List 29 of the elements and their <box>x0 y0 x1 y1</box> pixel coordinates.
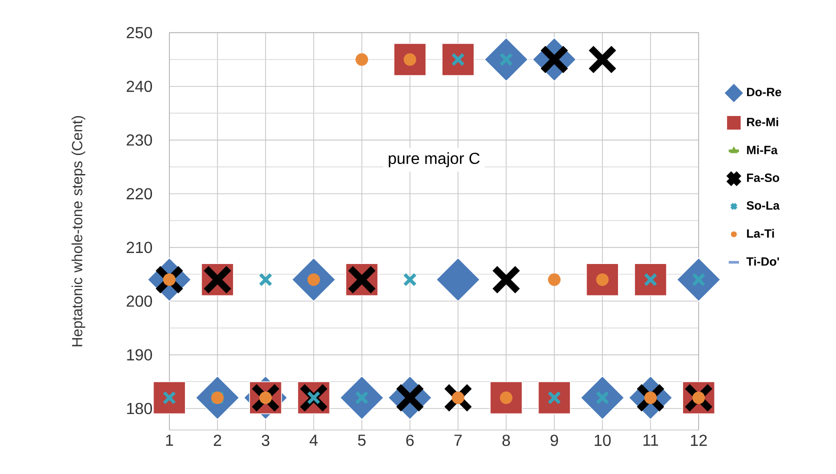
legend-label: Do-Re <box>747 88 782 96</box>
text: pure major C <box>388 152 480 168</box>
x-tick-label: 9 <box>550 434 558 446</box>
legend-label: So-La <box>746 201 780 210</box>
x-tick-label: 3 <box>262 434 270 446</box>
legend-label: Mi-Fa <box>747 145 778 154</box>
y-tick-label: 190 <box>127 349 152 360</box>
x-tick-label: 11 <box>643 434 658 446</box>
y-tick-label: 180 <box>127 402 152 414</box>
x-tick-label: 2 <box>214 434 222 446</box>
x-tick-label: 5 <box>358 434 366 446</box>
x-tick-label: 6 <box>406 434 414 446</box>
y-tick-label: 240 <box>126 80 152 92</box>
x-tick-label: 7 <box>454 434 462 446</box>
x-tick-label: 8 <box>502 434 510 446</box>
x-tick-label: 12 <box>690 434 707 446</box>
y-tick-label: 230 <box>126 134 152 146</box>
legend-label: Fa-So <box>747 174 780 182</box>
x-tick-label: 10 <box>594 434 611 446</box>
legend-label: Re-Mi <box>747 117 778 126</box>
y-axis-title: Heptatonic whole-tone steps (Cent) <box>72 116 86 346</box>
legend-label: Ti-Do' <box>746 256 779 266</box>
y-tick-label: 210 <box>126 242 152 254</box>
y-tick-label: 250 <box>126 27 152 38</box>
y-tick-label: 220 <box>126 188 152 200</box>
x-tick-label: 1 <box>166 434 174 446</box>
legend-label: La-Ti <box>747 228 774 238</box>
x-tick-label: 4 <box>310 434 318 446</box>
y-tick-label: 200 <box>126 295 152 307</box>
